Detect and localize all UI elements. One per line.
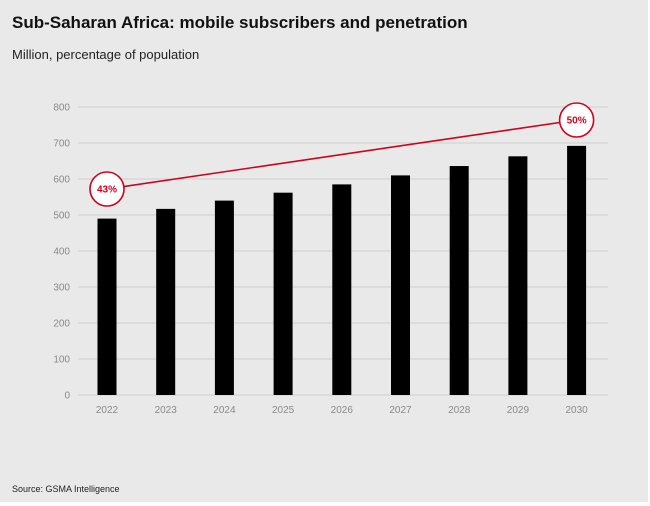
x-tick-label: 2026 bbox=[331, 405, 354, 416]
y-tick-label: 100 bbox=[53, 355, 70, 366]
bar bbox=[97, 218, 117, 395]
bar bbox=[567, 145, 587, 395]
bar bbox=[156, 208, 176, 395]
x-tick-label: 2025 bbox=[272, 405, 295, 416]
chart-subtitle: Million, percentage of population bbox=[12, 47, 200, 62]
penetration-marker bbox=[558, 102, 595, 138]
bar bbox=[214, 200, 234, 395]
y-tick-label: 700 bbox=[53, 139, 70, 150]
penetration-label: 43% bbox=[97, 185, 117, 196]
y-tick-label: 600 bbox=[53, 175, 70, 186]
x-tick-label: 2029 bbox=[507, 405, 530, 416]
x-tick-label: 2023 bbox=[155, 405, 178, 416]
x-tick-label: 2028 bbox=[448, 405, 471, 416]
x-tick-label: 2022 bbox=[96, 405, 119, 416]
bar bbox=[391, 175, 410, 395]
y-tick-label: 300 bbox=[53, 283, 70, 294]
y-tick-label: 400 bbox=[53, 247, 70, 258]
y-tick-label: 500 bbox=[53, 211, 70, 222]
y-tick-label: 0 bbox=[64, 391, 70, 402]
y-tick-label: 800 bbox=[53, 103, 70, 114]
x-tick-label: 2027 bbox=[389, 405, 412, 416]
y-tick-label: 200 bbox=[53, 319, 70, 330]
bar bbox=[332, 184, 352, 395]
chart-title: Sub-Saharan Africa: mobile subscribers a… bbox=[12, 13, 468, 32]
bar bbox=[508, 156, 528, 395]
bar bbox=[449, 166, 469, 395]
bar bbox=[273, 192, 293, 395]
x-tick-label: 2024 bbox=[213, 405, 236, 416]
penetration-line bbox=[106, 119, 577, 190]
penetration-marker bbox=[89, 171, 125, 207]
penetration-label: 50% bbox=[567, 116, 587, 127]
x-tick-label: 2030 bbox=[565, 405, 588, 416]
source-note: Source: GSMA Intelligence bbox=[12, 484, 120, 494]
